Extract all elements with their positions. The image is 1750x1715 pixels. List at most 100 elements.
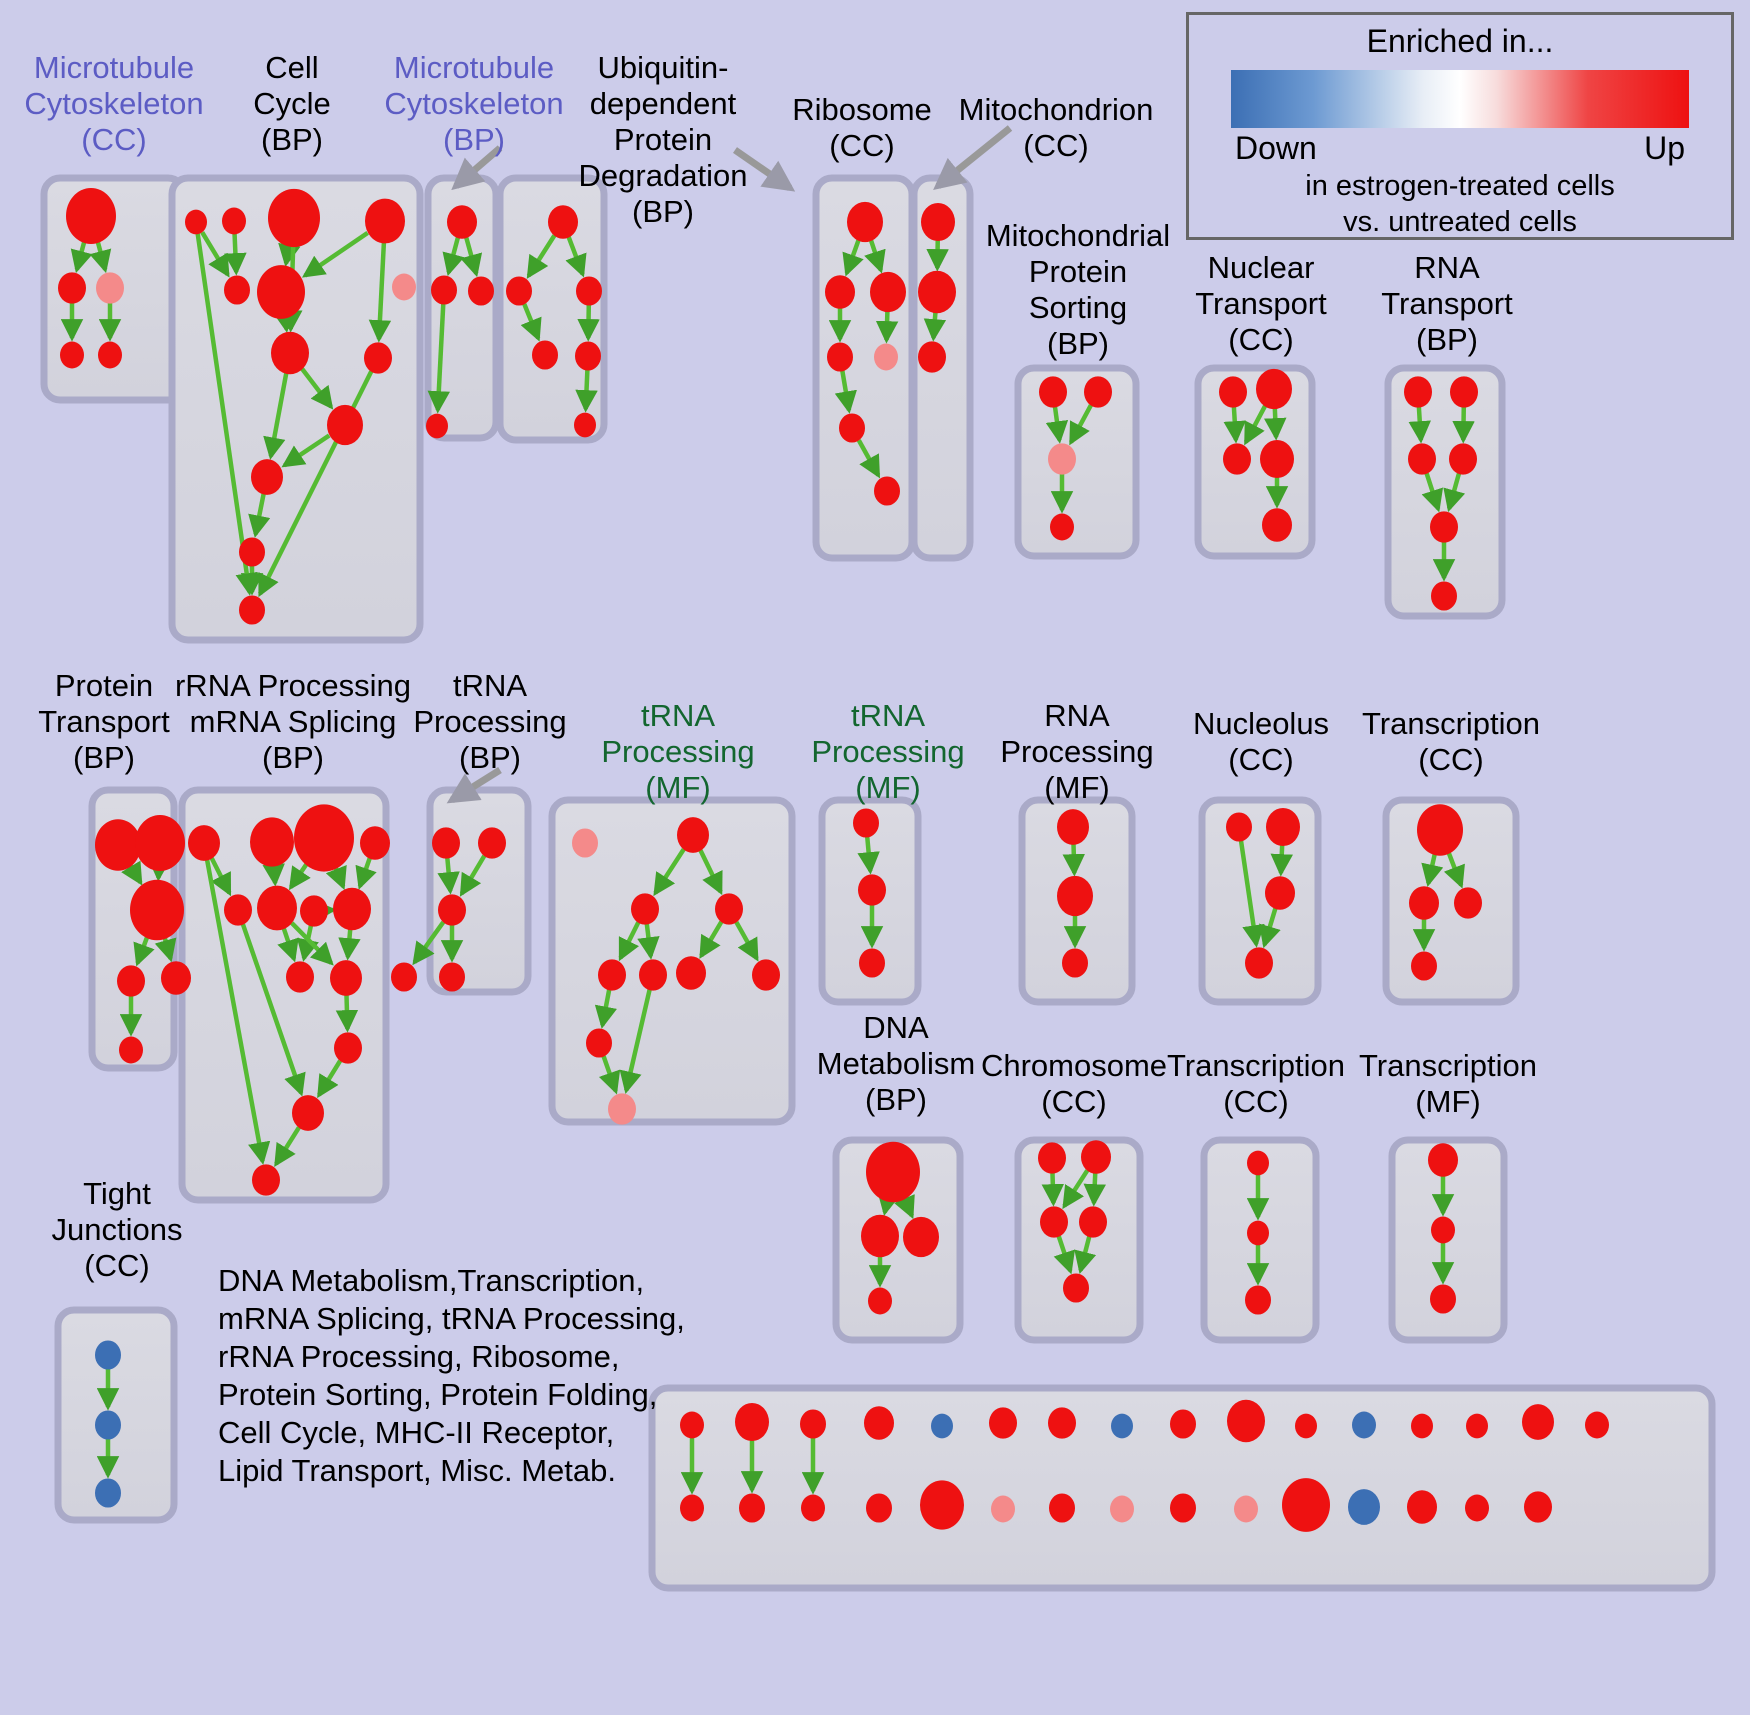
edge-line <box>248 493 271 538</box>
edge-line <box>437 857 460 895</box>
node-trna-processing-mf-1-7 <box>752 959 780 991</box>
node-cell-cycle-bp-2 <box>268 188 320 248</box>
node-rna-processing-mf-0 <box>1057 809 1089 845</box>
edge-line <box>1074 1235 1097 1275</box>
edge-line <box>864 239 886 274</box>
node-cell-cycle-bp-11 <box>239 595 265 625</box>
legend-subtitle-line-1: in estrogen-treated cells <box>1305 170 1615 202</box>
edge-line <box>209 857 232 897</box>
edge-line <box>856 439 881 479</box>
node-transcription-mf-2 <box>1430 1284 1456 1314</box>
node-dna-metabolism-bp-0 <box>866 1141 920 1203</box>
node-mitochondrial-protein-sorting-bp-1 <box>1084 376 1112 408</box>
node-misc-unclustered-r2-12 <box>1407 1490 1437 1524</box>
node-transcription-cc-top-1 <box>1409 886 1439 920</box>
edge-line <box>619 989 652 1094</box>
edge-line <box>1443 851 1465 889</box>
cluster-box-nuclear-transport-cc <box>1194 364 1316 560</box>
legend-panel: Enriched in... Down Up in estrogen-treat… <box>1186 12 1734 240</box>
edge-line <box>1264 407 1287 441</box>
node-ubiquitin-dependent-protein-degradation-bp-6 <box>392 273 416 301</box>
edge-line <box>842 239 864 277</box>
node-misc-unclustered-r2-11 <box>1348 1489 1380 1525</box>
node-misc-unclustered-r2-14 <box>1524 1491 1552 1523</box>
edge-line <box>1243 404 1268 446</box>
edge-line <box>1053 1235 1076 1275</box>
node-nuclear-transport-cc-2 <box>1223 443 1251 475</box>
edge-line <box>1069 404 1093 446</box>
node-protein-transport-bp-2 <box>130 879 184 941</box>
node-misc-unclustered-4 <box>931 1413 953 1439</box>
pointer-microtubule-bp-icon <box>451 145 503 191</box>
node-cell-cycle-bp-8 <box>327 404 363 446</box>
edge-line <box>195 233 258 596</box>
edge-line <box>272 308 295 333</box>
cluster-box-mitochondrial-protein-sorting-bp <box>1014 364 1140 560</box>
edge-line <box>857 836 880 875</box>
edge-line <box>338 928 361 961</box>
edge-line <box>427 303 451 414</box>
node-protein-transport-bp-4 <box>161 961 191 995</box>
node-trna-processing-bp-0 <box>432 827 460 859</box>
node-transcription-cc-top-3 <box>1411 951 1437 981</box>
node-trna-processing-mf-1-9 <box>608 1093 636 1125</box>
edge-line <box>277 927 299 963</box>
node-trna-processing-mf-1-3 <box>715 893 743 925</box>
edge-line <box>1083 1172 1106 1207</box>
node-chromosome-cc-2 <box>1040 1206 1068 1238</box>
edge-line <box>1270 844 1294 877</box>
edge-line <box>699 920 724 959</box>
node-ubiquitin-dependent-protein-degradation-bp-2 <box>532 340 558 370</box>
edge-line <box>200 231 230 278</box>
node-nucleolus-cc-0 <box>1226 812 1252 842</box>
node-protein-transport-bp-3 <box>117 965 145 997</box>
node-trna-processing-mf-1-8 <box>586 1028 612 1058</box>
node-dna-metabolism-bp-3 <box>868 1287 892 1315</box>
edge-line <box>290 921 334 966</box>
node-rna-transport-bp-1 <box>1450 376 1478 408</box>
node-ribosome-cc-5 <box>839 413 865 443</box>
node-rna-transport-bp-5 <box>1431 581 1457 611</box>
node-misc-unclustered-15 <box>1585 1411 1609 1439</box>
edge-line <box>1045 406 1069 444</box>
edge-line <box>894 1194 915 1220</box>
edge-line <box>875 310 899 344</box>
node-mitochondrial-protein-sorting-bp-3 <box>1050 513 1074 541</box>
node-ribosome-cc-3 <box>827 342 853 372</box>
edge-line <box>577 304 600 342</box>
node-transcription-mf-0 <box>1428 1143 1458 1177</box>
node-misc-unclustered-r2-7 <box>1110 1495 1134 1523</box>
cluster-box-ubiquitin-dependent-protein-degradation-bp <box>496 174 608 444</box>
node-ribosome-cc-1 <box>825 275 855 309</box>
node-misc-unclustered-13 <box>1466 1413 1488 1439</box>
node-protein-transport-bp-0 <box>95 819 141 871</box>
edge-line <box>734 920 759 962</box>
node-ubiquitin-dependent-protein-degradation-bp-5 <box>574 412 596 438</box>
edges-group <box>60 230 1475 1495</box>
cluster-box-rna-transport-bp <box>1384 364 1506 620</box>
edge-line <box>240 923 306 1097</box>
node-nuclear-transport-cc-0 <box>1219 376 1247 408</box>
node-rrna-processing-mrna-splicing-bp-9 <box>330 960 362 996</box>
node-misc-unclustered-r2-3 <box>866 1493 892 1523</box>
cluster-box-nucleolus-cc <box>1198 796 1322 1006</box>
edge-line <box>1238 840 1265 948</box>
node-misc-unclustered-r2-1 <box>739 1493 765 1523</box>
node-rrna-processing-mrna-splicing-bp-4 <box>224 894 252 926</box>
node-nuclear-transport-cc-4 <box>1262 508 1292 542</box>
node-trna-processing-mf-1-4 <box>598 959 626 991</box>
node-transcription-mf-1 <box>1431 1216 1455 1244</box>
node-trna-processing-bp-4 <box>439 962 465 992</box>
cluster-box-chromosome-cc <box>1014 1136 1144 1344</box>
node-misc-unclustered-r2-6 <box>1049 1493 1075 1523</box>
edge-line <box>594 989 617 1029</box>
edge-line <box>1041 1172 1065 1207</box>
node-dna-metabolism-bp-2 <box>903 1216 939 1258</box>
node-trna-processing-mf-2-1 <box>858 874 886 906</box>
node-cell-cycle-bp-0 <box>185 209 207 235</box>
node-mitochondrion-cc-2 <box>918 341 946 373</box>
edge-line <box>263 372 289 460</box>
node-nucleolus-cc-1 <box>1266 807 1300 847</box>
